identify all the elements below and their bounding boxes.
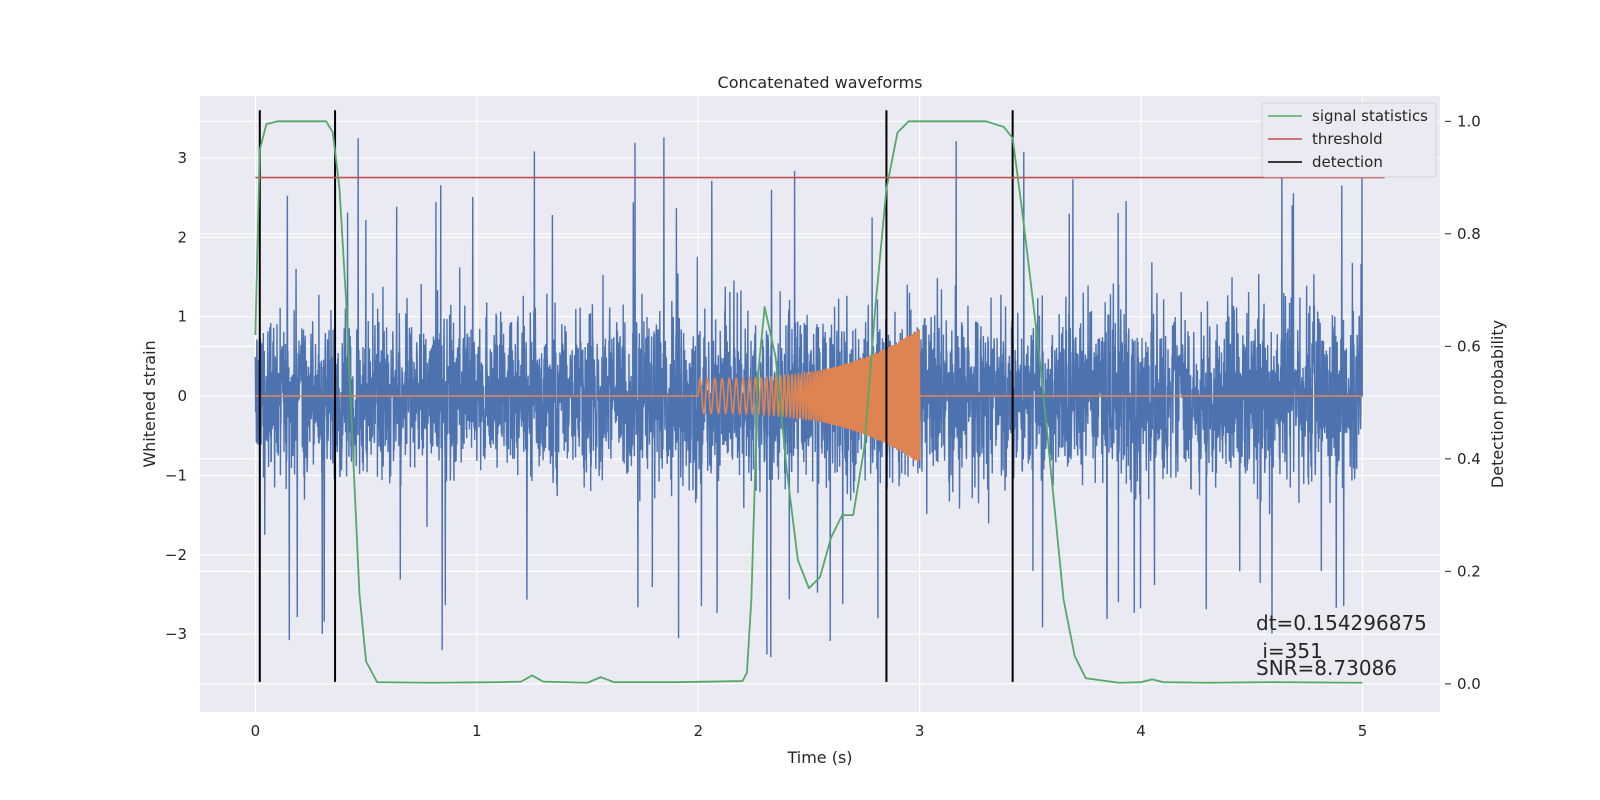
legend-label-detection: detection	[1312, 153, 1383, 171]
chirp-series-line	[255, 329, 1363, 463]
x-tick-label: 1	[472, 722, 482, 740]
x-tick-label: 3	[915, 722, 925, 740]
y-right-tick-label: 0.4	[1457, 450, 1481, 468]
axes: 0 1 2 3 4 5 −3 −2 −1 0 1 2 3 0.0 0.2 0.4 0.6 0.8 1.0	[165, 112, 1481, 740]
y-left-tick-label: 3	[177, 149, 187, 167]
y-right-tick-label: 1.0	[1457, 112, 1481, 130]
x-axis-label: Time (s)	[786, 748, 852, 767]
x-tick-label: 5	[1358, 722, 1368, 740]
y-left-tick-label: 0	[177, 387, 187, 405]
annotation-dt: dt=0.154296875	[1256, 611, 1427, 635]
x-tick-label: 2	[693, 722, 703, 740]
y-axis-label-left: Whitened strain	[140, 340, 159, 467]
x-tick-label: 0	[251, 722, 261, 740]
y-right-tick-label: 0.8	[1457, 225, 1481, 243]
legend: signal statistics threshold detection	[1261, 102, 1437, 178]
y-left-tick-label: 2	[177, 228, 187, 246]
y-left-tick-label: 1	[177, 308, 187, 326]
y-right-tick-label: 0.0	[1457, 675, 1481, 693]
y-left-tick-label: −3	[165, 625, 187, 643]
y-right-tick-label: 0.6	[1457, 337, 1481, 355]
y-left-tick-label: −2	[165, 546, 187, 564]
y-left-tick-label: −1	[165, 466, 187, 484]
chart-title: Concatenated waveforms	[718, 73, 923, 92]
x-tick-label: 4	[1136, 722, 1146, 740]
legend-box	[1261, 102, 1437, 178]
legend-label-threshold: threshold	[1312, 130, 1383, 148]
signal-statistics-line	[254, 120, 1363, 684]
legend-label-signal-statistics: signal statistics	[1312, 107, 1428, 125]
y-axis-label-right: Detection probability	[1488, 320, 1507, 488]
annotation-i: i=351	[1256, 639, 1323, 663]
annotation-snr: SNR=8.73086	[1256, 656, 1397, 680]
y-right-tick-label: 0.2	[1457, 562, 1481, 580]
plot-marks	[254, 110, 1385, 684]
